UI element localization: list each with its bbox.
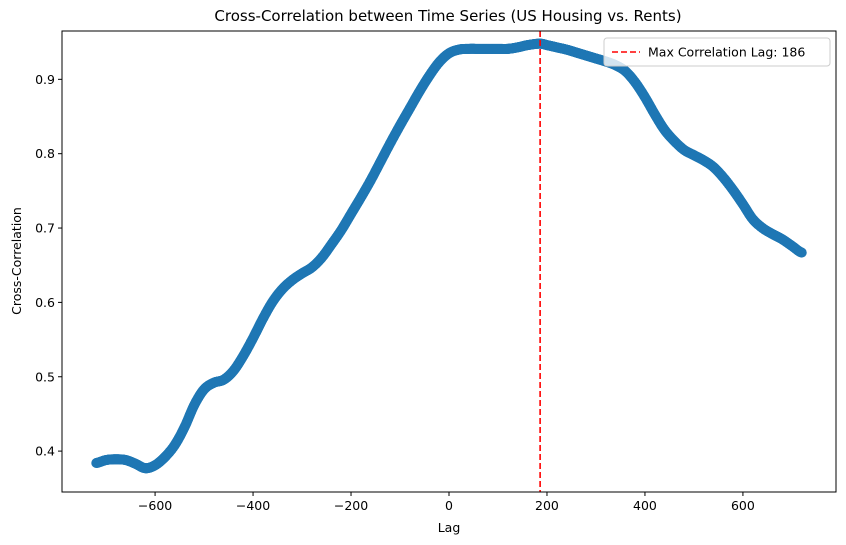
y-tick-label: 0.9 [35, 72, 55, 87]
x-tick-label: −400 [236, 498, 270, 513]
chart-title: Cross-Correlation between Time Series (U… [214, 7, 681, 25]
y-tick-label: 0.4 [35, 444, 55, 459]
x-tick-label: 0 [445, 498, 453, 513]
legend: Max Correlation Lag: 186 [603, 37, 831, 67]
x-axis-label: Lag [438, 520, 461, 535]
x-tick-label: 200 [535, 498, 559, 513]
x-axis-ticks: −600 −400 −200 0 200 400 600 [138, 492, 755, 513]
scatter-points [91, 38, 807, 474]
x-tick-label: −600 [138, 498, 172, 513]
y-axis-ticks: 0.4 0.5 0.6 0.7 0.8 0.9 [35, 72, 62, 459]
y-tick-label: 0.5 [35, 369, 55, 384]
y-axis-label: Cross-Correlation [9, 207, 24, 315]
x-tick-label: 400 [633, 498, 657, 513]
legend-label: Max Correlation Lag: 186 [648, 45, 805, 60]
x-tick-label: 600 [731, 498, 755, 513]
x-tick-label: −200 [334, 498, 368, 513]
y-tick-label: 0.7 [35, 221, 55, 236]
y-tick-label: 0.8 [35, 146, 55, 161]
data-point [796, 247, 807, 258]
y-tick-label: 0.6 [35, 295, 55, 310]
legend-box [603, 37, 831, 67]
plot-frame [61, 30, 837, 493]
plot-area [91, 31, 807, 492]
